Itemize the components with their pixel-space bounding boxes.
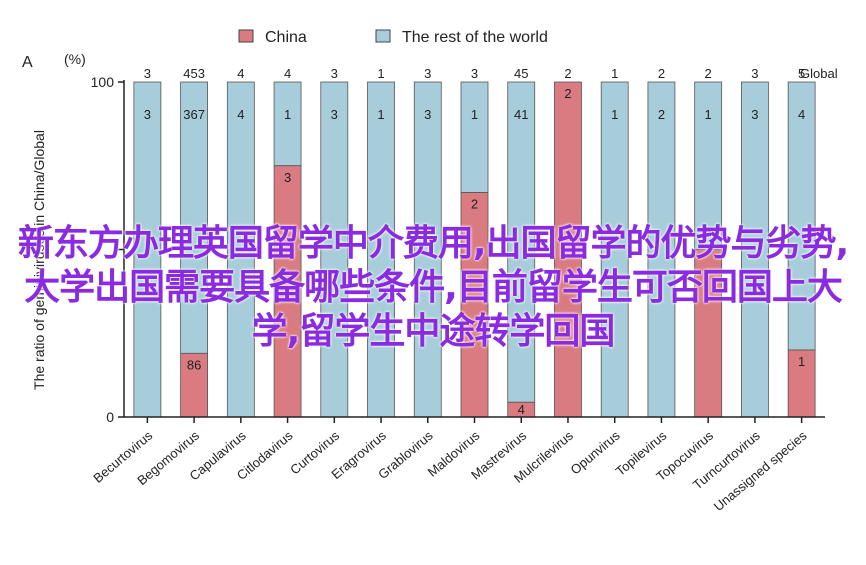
data-label-china-8: 4 xyxy=(518,402,525,417)
data-label-rest-2: 4 xyxy=(237,107,244,122)
bar-rest-14 xyxy=(787,81,816,351)
data-label-rest-0: 3 xyxy=(144,107,151,122)
data-label-china-3: 3 xyxy=(284,170,291,185)
data-label-rest-14: 4 xyxy=(798,107,805,122)
global-count-6: 3 xyxy=(424,66,431,81)
legend: China The rest of the world xyxy=(238,29,548,46)
data-label-china-7: 2 xyxy=(471,197,478,212)
global-count-14: 5 xyxy=(798,66,805,81)
data-label-china-1: 86 xyxy=(187,357,201,372)
global-count-2: 4 xyxy=(237,66,244,81)
data-label-rest-5: 1 xyxy=(377,107,384,122)
bar-rest-11 xyxy=(647,81,676,418)
legend-label-rest-of-world: The rest of the world xyxy=(402,29,548,46)
data-label-rest-7: 1 xyxy=(471,107,478,122)
bar-rest-6 xyxy=(413,81,442,418)
global-count-1: 453 xyxy=(183,66,205,81)
data-label-rest-11: 2 xyxy=(658,107,665,122)
y-tick-label-100: 100 xyxy=(91,74,115,90)
global-count-8: 45 xyxy=(514,66,528,81)
global-count-13: 3 xyxy=(751,66,758,81)
global-count-5: 1 xyxy=(377,66,384,81)
data-label-rest-8: 41 xyxy=(514,107,528,122)
legend-swatch-rest-of-world xyxy=(375,29,391,43)
global-count-7: 3 xyxy=(471,66,478,81)
panel-label: A xyxy=(22,54,33,71)
bar-china-14 xyxy=(787,349,816,418)
data-label-rest-1: 367 xyxy=(183,107,205,122)
global-count-0: 3 xyxy=(144,66,151,81)
bar-china-3 xyxy=(273,165,302,418)
data-label-rest-6: 3 xyxy=(424,107,431,122)
legend-swatch-china xyxy=(238,29,254,43)
y-axis-unit: (%) xyxy=(64,51,86,67)
bar-rest-5 xyxy=(367,81,395,418)
bar-rest-2 xyxy=(226,81,255,418)
bar-rest-8 xyxy=(507,81,536,403)
data-label-china-14: 1 xyxy=(798,354,805,369)
bar-rest-4 xyxy=(320,81,349,418)
plot-area: 010033Becurtovirus36786453Begomovirus44C… xyxy=(90,66,825,514)
bar-rest-10 xyxy=(600,81,629,418)
y-axis-title: The ratio of geminiviruses in China/Glob… xyxy=(31,130,47,390)
legend-label-china: China xyxy=(265,29,307,46)
data-label-rest-3: 1 xyxy=(284,107,291,122)
y-tick-label-0: 0 xyxy=(106,409,114,425)
bar-rest-12 xyxy=(694,81,723,250)
global-count-4: 3 xyxy=(331,66,338,81)
bar-rest-3 xyxy=(273,81,302,167)
global-count-9: 2 xyxy=(564,66,571,81)
global-count-label: Global xyxy=(800,66,838,81)
bar-china-9 xyxy=(554,81,582,418)
bar-rest-7 xyxy=(460,81,489,193)
data-label-rest-4: 3 xyxy=(331,107,338,122)
data-label-china-9: 2 xyxy=(564,86,571,101)
global-count-12: 2 xyxy=(705,66,712,81)
data-label-rest-12: 1 xyxy=(705,107,712,122)
bar-rest-13 xyxy=(741,81,769,418)
bar-china-7 xyxy=(460,192,489,418)
bar-rest-0 xyxy=(133,81,162,418)
global-count-10: 1 xyxy=(611,66,618,81)
bar-china-12 xyxy=(694,249,723,418)
data-label-rest-13: 3 xyxy=(751,107,758,122)
global-count-3: 4 xyxy=(284,66,291,81)
data-label-rest-10: 1 xyxy=(611,107,618,122)
bar-rest-1 xyxy=(180,81,209,354)
global-count-11: 2 xyxy=(658,66,665,81)
